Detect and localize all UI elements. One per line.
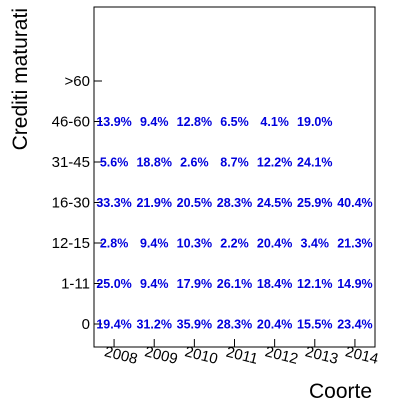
y-tick-label: >60 (65, 73, 90, 90)
cell-label: 4.1% (260, 115, 289, 129)
cell-label: 12.2% (257, 156, 292, 170)
cell-label: 40.4% (337, 196, 372, 210)
y-tick-label: 12-15 (52, 235, 90, 252)
y-tick-label: 1-11 (61, 276, 90, 293)
cell-label: 13.9% (96, 115, 131, 129)
cell-label: 33.3% (96, 196, 131, 210)
y-tick-label: 16-30 (52, 195, 90, 212)
cell-label: 31.2% (136, 318, 171, 332)
plot-frame (93, 6, 376, 348)
cell-label: 14.9% (337, 277, 372, 291)
cell-label: 2.6% (180, 156, 209, 170)
cell-label: 19.0% (297, 115, 332, 129)
cell-label: 9.4% (140, 277, 169, 291)
y-axis-title: Crediti maturati (9, 8, 32, 150)
cell-label: 19.4% (96, 318, 131, 332)
cell-label: 26.1% (217, 277, 252, 291)
cell-label: 20.4% (257, 318, 292, 332)
cell-label: 3.4% (301, 237, 330, 251)
y-tick-label: 46-60 (52, 114, 90, 131)
cell-label: 21.3% (337, 237, 372, 251)
cell-label: 18.4% (257, 277, 292, 291)
cell-label: 21.9% (136, 196, 171, 210)
cell-label: 25.9% (297, 196, 332, 210)
cell-label: 2.8% (100, 237, 129, 251)
cell-label: 23.4% (337, 318, 372, 332)
y-tick-label: 31-45 (52, 154, 90, 171)
cell-label: 2.2% (220, 237, 249, 251)
cell-label: 28.3% (217, 318, 252, 332)
cell-label: 18.8% (136, 156, 171, 170)
cell-label: 24.1% (297, 156, 332, 170)
x-axis: 2008 2009 2010 2011 2012 2013 2014 (103, 339, 380, 368)
cell-label: 12.8% (177, 115, 212, 129)
cell-label: 9.4% (140, 237, 169, 251)
cell-label: 6.5% (220, 115, 249, 129)
cell-label: 17.9% (177, 277, 212, 291)
cell-label: 24.5% (257, 196, 292, 210)
cell-label: 8.7% (220, 156, 249, 170)
y-tick-label: 0 (82, 316, 90, 333)
cell-label: 9.4% (140, 115, 169, 129)
cell-label: 15.5% (297, 318, 332, 332)
y-axis: 0 1-11 12-15 16-30 31-45 46-60 >60 (52, 73, 102, 333)
cell-labels: 19.4% 31.2% 35.9% 28.3% 20.4% 15.5% 23.4% 25.0%… (96, 115, 372, 332)
cell-label: 35.9% (177, 318, 212, 332)
cell-label: 5.6% (100, 156, 129, 170)
cell-label: 12.1% (297, 277, 332, 291)
cell-label: 25.0% (96, 277, 131, 291)
x-axis-title: Coorte (309, 380, 372, 403)
cell-label: 10.3% (177, 237, 212, 251)
cell-label: 20.5% (177, 196, 212, 210)
cell-label: 20.4% (257, 237, 292, 251)
cell-label: 28.3% (217, 196, 252, 210)
